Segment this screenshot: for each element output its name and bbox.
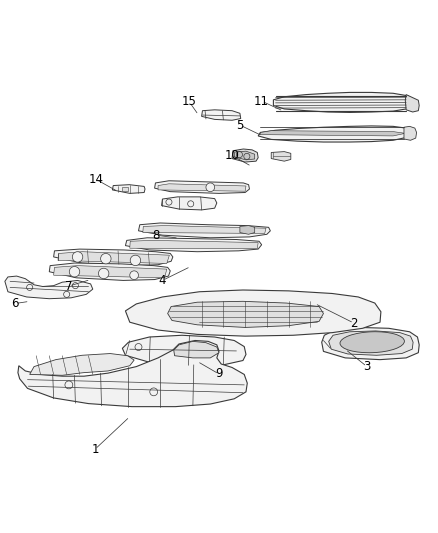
Circle shape [72,252,83,262]
Circle shape [99,268,109,279]
Circle shape [130,271,138,279]
Polygon shape [30,353,134,375]
Polygon shape [258,126,408,142]
Polygon shape [58,252,170,263]
Text: 14: 14 [89,173,104,186]
Polygon shape [322,327,419,360]
Text: 10: 10 [225,149,240,162]
Polygon shape [138,223,270,238]
Text: 5: 5 [236,118,244,132]
Polygon shape [53,265,167,278]
Polygon shape [158,184,246,191]
Polygon shape [113,184,145,193]
Polygon shape [155,181,250,193]
Polygon shape [260,131,405,136]
Polygon shape [122,187,128,191]
Polygon shape [130,240,258,249]
Text: 2: 2 [350,317,358,329]
Polygon shape [5,276,93,298]
Ellipse shape [340,332,404,353]
Polygon shape [328,331,413,356]
Text: 9: 9 [215,367,223,381]
Polygon shape [125,238,261,252]
Text: 1: 1 [91,443,99,456]
Circle shape [130,255,141,265]
Polygon shape [18,341,247,407]
Polygon shape [122,335,246,366]
Polygon shape [53,249,173,265]
Polygon shape [162,197,217,210]
Polygon shape [405,94,419,112]
Text: 7: 7 [65,280,73,293]
Text: 4: 4 [159,274,166,287]
Polygon shape [125,290,381,336]
Polygon shape [240,225,254,235]
Polygon shape [404,126,417,140]
Polygon shape [232,149,258,162]
Polygon shape [174,341,219,358]
Circle shape [69,266,80,277]
Text: 15: 15 [182,95,197,109]
Circle shape [101,254,111,264]
Text: 11: 11 [254,95,269,108]
Text: 6: 6 [11,297,19,310]
Polygon shape [49,263,170,280]
Polygon shape [168,301,323,327]
Text: 3: 3 [363,360,371,373]
Polygon shape [271,151,291,161]
Polygon shape [234,151,254,160]
Text: 8: 8 [152,229,159,241]
Circle shape [206,183,215,192]
Polygon shape [143,225,266,233]
Polygon shape [273,92,411,112]
Polygon shape [201,110,241,120]
